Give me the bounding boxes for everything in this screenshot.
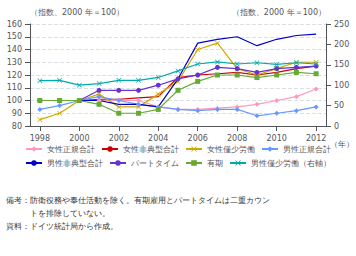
svg-text:資料：ドイツ統計局から作成。: 資料：ドイツ統計局から作成。 — [6, 222, 118, 231]
svg-text:250: 250 — [334, 20, 349, 29]
svg-text:（指数、2000 年＝100）: （指数、2000 年＝100） — [30, 8, 124, 17]
svg-text:女性僅少労働: 女性僅少労働 — [207, 145, 255, 154]
svg-text:2010: 2010 — [266, 134, 286, 143]
svg-text:2012: 2012 — [306, 134, 326, 143]
svg-text:80: 80 — [12, 122, 22, 131]
svg-text:（年）: （年） — [330, 140, 354, 149]
svg-text:2008: 2008 — [227, 134, 247, 143]
svg-text:50: 50 — [334, 101, 344, 110]
svg-text:男性正規合計: 男性正規合計 — [283, 145, 331, 154]
svg-text:160: 160 — [7, 20, 22, 29]
svg-text:150: 150 — [334, 60, 349, 69]
svg-text:0: 0 — [334, 122, 339, 131]
svg-text:有期: 有期 — [207, 159, 223, 168]
svg-text:140: 140 — [7, 45, 22, 54]
svg-text:2006: 2006 — [188, 134, 208, 143]
svg-text:（指数、2000 年＝100）: （指数、2000 年＝100） — [232, 8, 326, 17]
svg-text:100: 100 — [334, 81, 349, 90]
svg-text:120: 120 — [7, 71, 22, 80]
svg-text:110: 110 — [7, 83, 22, 92]
svg-text:150: 150 — [7, 32, 22, 41]
svg-text:2002: 2002 — [109, 134, 129, 143]
svg-text:男性非典型合計: 男性非典型合計 — [47, 159, 103, 168]
svg-text:パートタイム: パートタイム — [130, 159, 179, 168]
svg-text:女性非典型合計: 女性非典型合計 — [123, 145, 179, 154]
svg-text:備考：防衛役務や奉仕活動を除く。有期雇用とパートタイムは二重: 備考：防衛役務や奉仕活動を除く。有期雇用とパートタイムは二重カウン — [6, 196, 270, 205]
svg-text:男性僅少労働（右軸）: 男性僅少労働（右軸） — [251, 159, 331, 168]
svg-text:130: 130 — [7, 58, 22, 67]
svg-text:200: 200 — [334, 40, 349, 49]
svg-text:90: 90 — [12, 109, 22, 118]
svg-text:2004: 2004 — [148, 134, 168, 143]
svg-text:1998: 1998 — [30, 134, 50, 143]
svg-text:100: 100 — [7, 96, 22, 105]
svg-text:トを排除していない。: トを排除していない。 — [6, 209, 110, 218]
svg-text:女性正規合計: 女性正規合計 — [47, 145, 95, 154]
svg-text:2000: 2000 — [69, 134, 89, 143]
